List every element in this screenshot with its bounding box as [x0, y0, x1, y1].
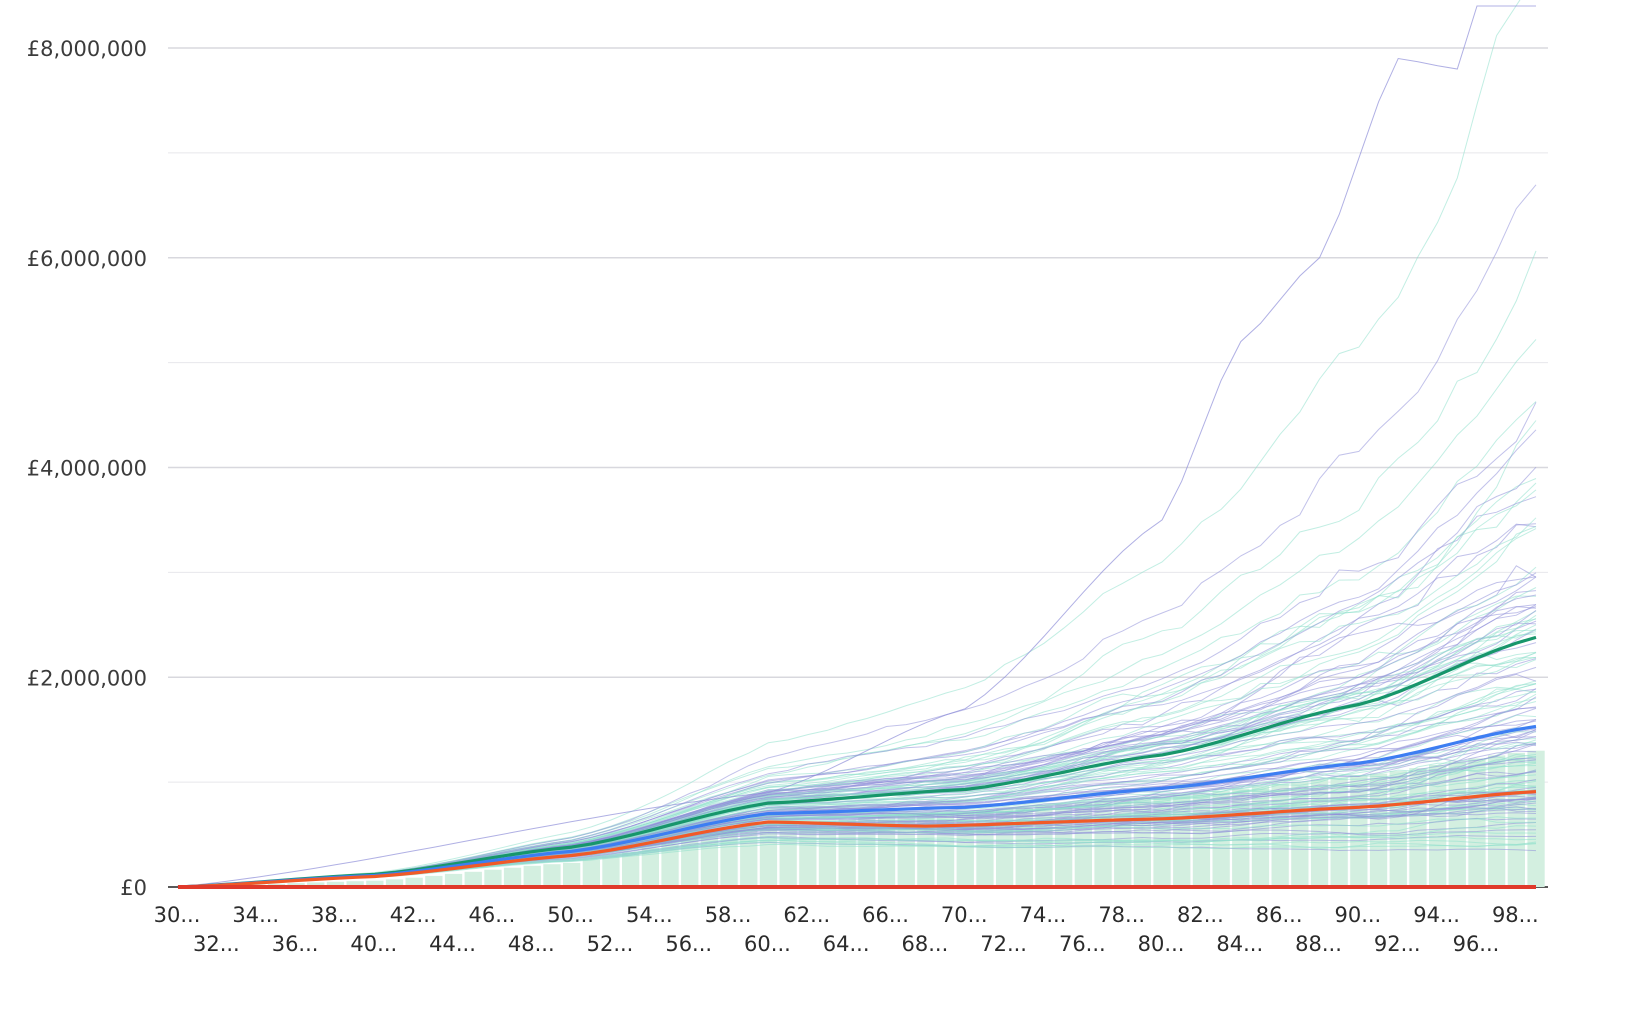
x-tick-label: 76...	[1059, 932, 1106, 956]
contribution-bar-37	[307, 882, 325, 887]
x-tick-label: 66...	[862, 903, 909, 927]
contribution-bar-49	[543, 864, 561, 887]
x-tick-label: 90...	[1334, 903, 1381, 927]
x-tick-label: 32...	[193, 932, 240, 956]
contribution-bar-96	[1468, 758, 1486, 887]
x-tick-label: 86...	[1256, 903, 1303, 927]
x-tick-label: 30...	[154, 903, 201, 927]
contribution-bar-65	[858, 817, 876, 887]
x-tick-label: 40...	[350, 932, 397, 956]
x-tick-label: 62...	[783, 903, 830, 927]
contribution-bar-55	[661, 843, 679, 887]
x-tick-label: 64...	[823, 932, 870, 956]
x-tick-label: 70...	[941, 903, 988, 927]
contribution-bar-46	[484, 869, 502, 887]
contribution-bar-51	[582, 860, 600, 887]
x-tick-label: 92...	[1374, 932, 1421, 956]
simulation-lines	[177, 0, 1537, 888]
contribution-bar-48	[523, 865, 541, 887]
x-tick-label: 68...	[902, 932, 949, 956]
x-tick-label: 46...	[469, 903, 516, 927]
x-tick-label: 52...	[587, 932, 634, 956]
x-tick-label: 84...	[1216, 932, 1263, 956]
x-tick-label: 82...	[1177, 903, 1224, 927]
contribution-bar-39	[346, 881, 364, 887]
y-axis-ticks: £0 £2,000,000 £4,000,000 £6,000,000 £8,000,0…	[27, 37, 147, 900]
percentile-lines	[177, 635, 1537, 889]
x-tick-label: 96...	[1453, 932, 1500, 956]
lower-line	[177, 790, 1537, 889]
x-tick-label: 54...	[626, 903, 673, 927]
contribution-bar-52	[602, 856, 620, 887]
x-tick-label: 36...	[272, 932, 319, 956]
contribution-bar-43	[425, 875, 443, 887]
contribution-bar-44	[444, 873, 463, 887]
contribution-bar-53	[622, 852, 640, 887]
x-tick-label: 44...	[429, 932, 476, 956]
x-tick-label: 98...	[1492, 903, 1539, 927]
gridlines	[168, 47, 1548, 888]
contribution-bar-64	[838, 819, 856, 887]
contribution-bar-50	[563, 862, 581, 887]
x-tick-label: 48...	[508, 932, 555, 956]
y-tick-label: £8,000,000	[27, 37, 147, 61]
x-axis-ticks: 30... 34... 38... 42... 46... 50... 54... 58...…	[154, 903, 1539, 956]
contribution-bar-63	[818, 820, 837, 887]
x-tick-label: 38...	[311, 903, 358, 927]
y-tick-label: £4,000,000	[27, 457, 147, 481]
contribution-bar-41	[385, 879, 404, 887]
contribution-bar-99	[1527, 750, 1545, 887]
x-tick-label: 50...	[547, 903, 594, 927]
contribution-bar-40	[366, 880, 384, 887]
contribution-bar-42	[405, 877, 423, 887]
x-tick-label: 42...	[390, 903, 437, 927]
x-tick-label: 72...	[980, 932, 1027, 956]
x-tick-label: 78...	[1098, 903, 1145, 927]
x-tick-label: 88...	[1295, 932, 1342, 956]
contribution-bar-38	[326, 881, 345, 887]
x-tick-label: 74...	[1020, 903, 1067, 927]
contribution-bar-45	[464, 871, 482, 887]
x-tick-label: 94...	[1413, 903, 1460, 927]
contribution-bar-54	[641, 848, 659, 887]
x-tick-label: 34...	[232, 903, 279, 927]
x-tick-label: 58...	[705, 903, 752, 927]
simulation-line-peak	[177, 5, 1536, 888]
y-tick-label: £2,000,000	[27, 666, 147, 690]
contribution-bar-98	[1507, 752, 1525, 887]
x-tick-label: 56...	[665, 932, 712, 956]
y-tick-label: £6,000,000	[27, 247, 147, 271]
simulation-line-80	[177, 0, 1521, 888]
x-tick-label: 60...	[744, 932, 791, 956]
y-tick-label: £0	[120, 876, 147, 900]
x-tick-label: 80...	[1138, 932, 1185, 956]
contribution-bar-47	[503, 867, 522, 887]
